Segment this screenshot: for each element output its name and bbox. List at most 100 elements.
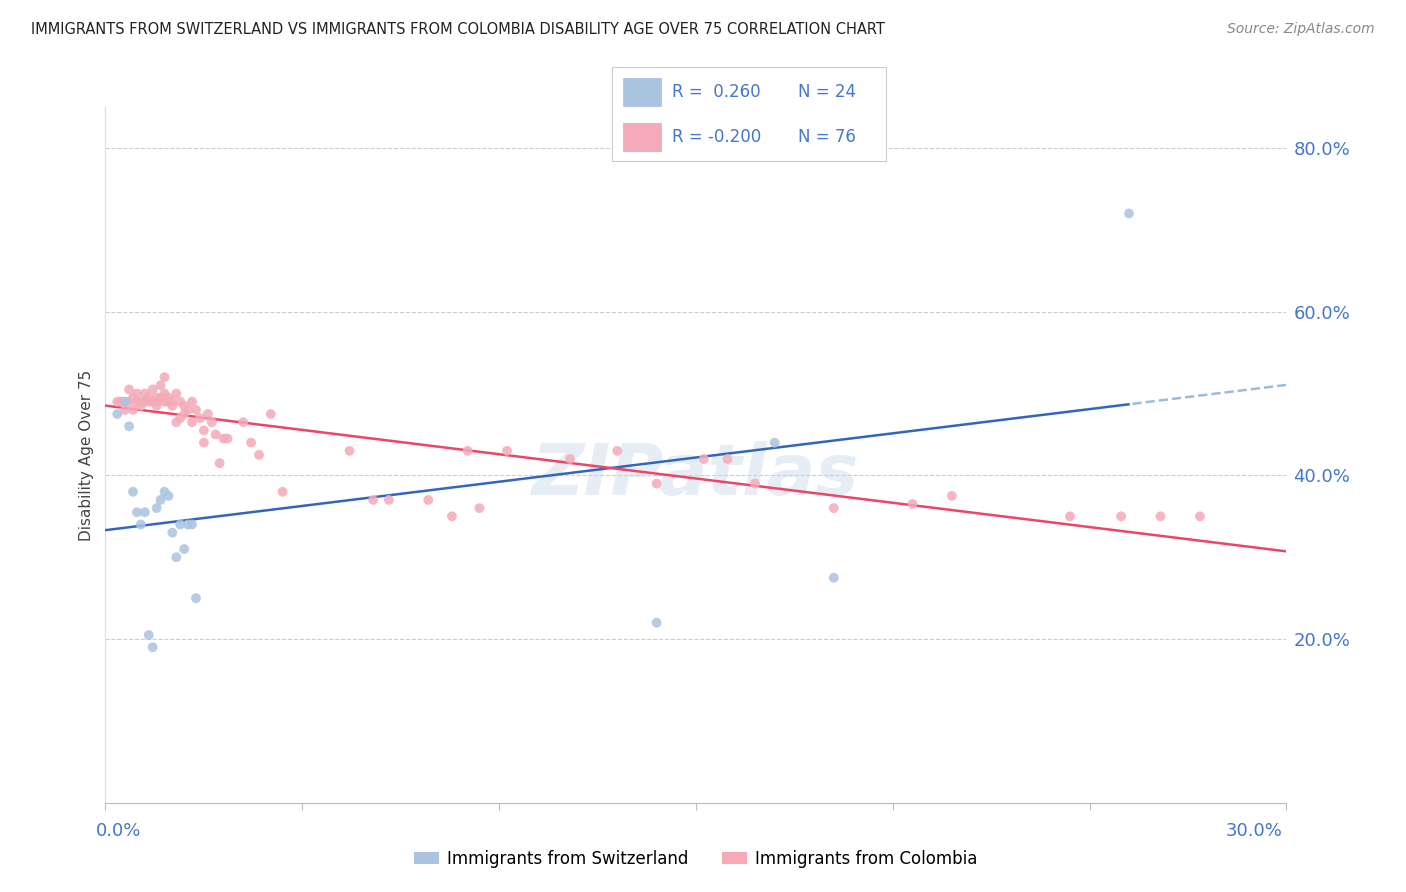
Point [468, 501, 491, 516]
Point [165, 386, 187, 401]
Point [177, 517, 200, 532]
Point [142, 383, 165, 397]
Point [193, 435, 215, 450]
FancyBboxPatch shape [623, 123, 661, 152]
Point [118, 394, 141, 409]
Point [181, 394, 204, 409]
Point [165, 550, 187, 565]
Point [1149, 509, 1171, 524]
Point [440, 509, 463, 524]
Point [217, 432, 239, 446]
Point [105, 407, 128, 421]
Point [145, 394, 167, 409]
Point [110, 394, 132, 409]
Text: 0.0%: 0.0% [96, 822, 141, 840]
Point [134, 394, 156, 409]
Point [145, 391, 167, 405]
Point [558, 452, 581, 467]
Text: Source: ZipAtlas.com: Source: ZipAtlas.com [1227, 22, 1375, 37]
Point [181, 517, 204, 532]
Point [361, 492, 384, 507]
Point [716, 452, 738, 467]
Point [193, 423, 215, 437]
Point [1059, 509, 1081, 524]
Point [823, 571, 845, 585]
Point [418, 492, 440, 507]
Point [142, 394, 165, 409]
Point [271, 484, 294, 499]
Point [118, 383, 141, 397]
Point [184, 403, 207, 417]
FancyBboxPatch shape [623, 78, 661, 106]
Point [260, 407, 283, 421]
Point [339, 443, 361, 458]
Point [496, 443, 519, 458]
Point [173, 542, 195, 557]
Point [744, 476, 766, 491]
Point [138, 391, 160, 405]
Point [197, 407, 219, 421]
Point [201, 415, 224, 429]
Point [149, 378, 172, 392]
Point [457, 443, 479, 458]
Point [122, 403, 145, 417]
Point [378, 492, 401, 507]
Point [188, 411, 211, 425]
Text: R =  0.260: R = 0.260 [672, 83, 761, 101]
Point [763, 435, 786, 450]
Point [157, 394, 180, 409]
Point [134, 505, 156, 519]
Point [145, 399, 167, 413]
Point [114, 403, 136, 417]
Point [645, 615, 668, 630]
Point [153, 394, 176, 409]
Point [162, 399, 184, 413]
Point [138, 394, 160, 409]
Point [165, 415, 187, 429]
Point [901, 497, 924, 511]
Point [240, 435, 263, 450]
Text: ZIPatlas: ZIPatlas [533, 442, 859, 510]
Point [181, 415, 204, 429]
Point [212, 432, 235, 446]
Point [208, 456, 231, 470]
Point [169, 411, 191, 425]
Point [941, 489, 963, 503]
Point [142, 640, 165, 655]
Point [204, 427, 226, 442]
Point [157, 391, 180, 405]
Point [110, 394, 132, 409]
Point [138, 628, 160, 642]
Point [173, 399, 195, 413]
Y-axis label: Disability Age Over 75: Disability Age Over 75 [79, 369, 94, 541]
Point [114, 394, 136, 409]
Legend: Immigrants from Switzerland, Immigrants from Colombia: Immigrants from Switzerland, Immigrants … [408, 843, 984, 874]
Point [145, 501, 167, 516]
Point [125, 386, 148, 401]
Point [153, 484, 176, 499]
Point [114, 394, 136, 409]
Point [157, 489, 180, 503]
Point [105, 394, 128, 409]
Point [162, 394, 184, 409]
Point [153, 386, 176, 401]
Point [693, 452, 716, 467]
Point [184, 591, 207, 606]
Text: N = 76: N = 76 [799, 128, 856, 146]
Point [134, 386, 156, 401]
Point [122, 391, 145, 405]
Point [177, 403, 200, 417]
Point [129, 399, 152, 413]
Point [129, 394, 152, 409]
Text: IMMIGRANTS FROM SWITZERLAND VS IMMIGRANTS FROM COLOMBIA DISABILITY AGE OVER 75 C: IMMIGRANTS FROM SWITZERLAND VS IMMIGRANT… [31, 22, 884, 37]
Point [1109, 509, 1132, 524]
Point [645, 476, 668, 491]
Point [1188, 509, 1211, 524]
Point [247, 448, 270, 462]
Point [232, 415, 254, 429]
Point [153, 370, 176, 384]
Point [149, 391, 172, 405]
Point [149, 492, 172, 507]
Point [173, 407, 195, 421]
Point [122, 484, 145, 499]
